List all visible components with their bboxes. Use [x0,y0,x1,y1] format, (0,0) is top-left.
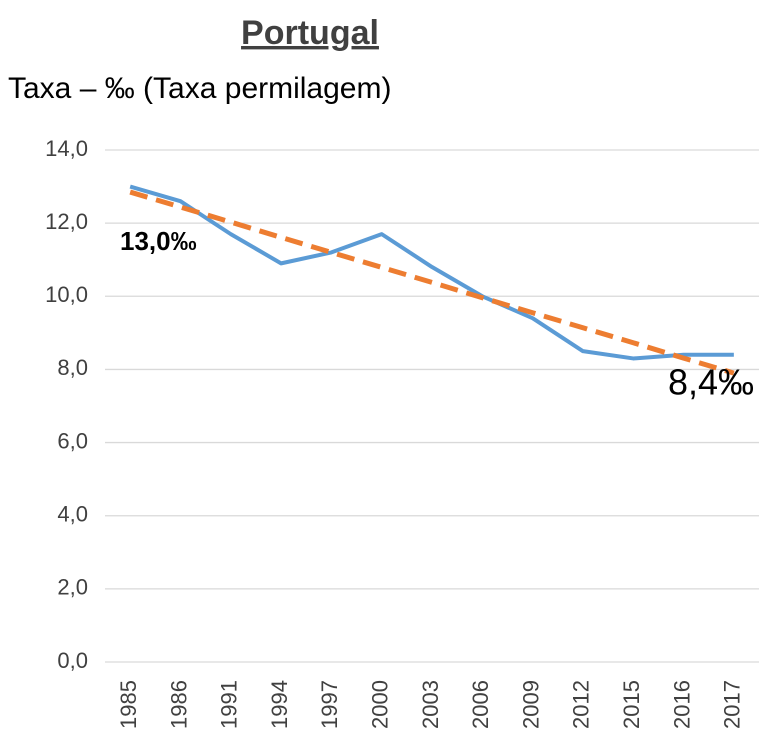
x-tick-label: 1986 [166,680,191,729]
x-tick-label: 2009 [518,680,543,729]
chart-title: Portugal [241,14,379,52]
y-tick-label: 2,0 [57,575,88,600]
x-tick-label: 2012 [569,680,594,729]
x-tick-label: 1985 [116,680,141,729]
y-tick-label: 4,0 [57,502,88,527]
chart-subtitle: Taxa – ‰ (Taxa permilagem) [8,72,391,105]
x-tick-label: 2006 [468,680,493,729]
x-tick-label: 1991 [217,680,242,729]
y-tick-label: 6,0 [57,428,88,453]
x-tick-label: 2017 [720,680,745,729]
x-tick-label: 1994 [267,680,292,729]
annotation: 8,4‰ [668,362,754,403]
trend-line [129,189,735,376]
x-tick-label: 2015 [619,680,644,729]
x-tick-label: 1997 [317,680,342,729]
x-tick-label: 2000 [368,680,393,729]
y-tick-label: 10,0 [45,282,88,307]
y-tick-label: 14,0 [45,136,88,161]
x-tick-label: 2016 [669,680,694,729]
x-tick-label: 2003 [418,680,443,729]
y-tick-label: 12,0 [45,209,88,234]
annotation: 13,0‰ [120,226,197,256]
data-line [129,184,734,361]
y-tick-label: 0,0 [57,648,88,673]
y-tick-label: 8,0 [57,355,88,380]
